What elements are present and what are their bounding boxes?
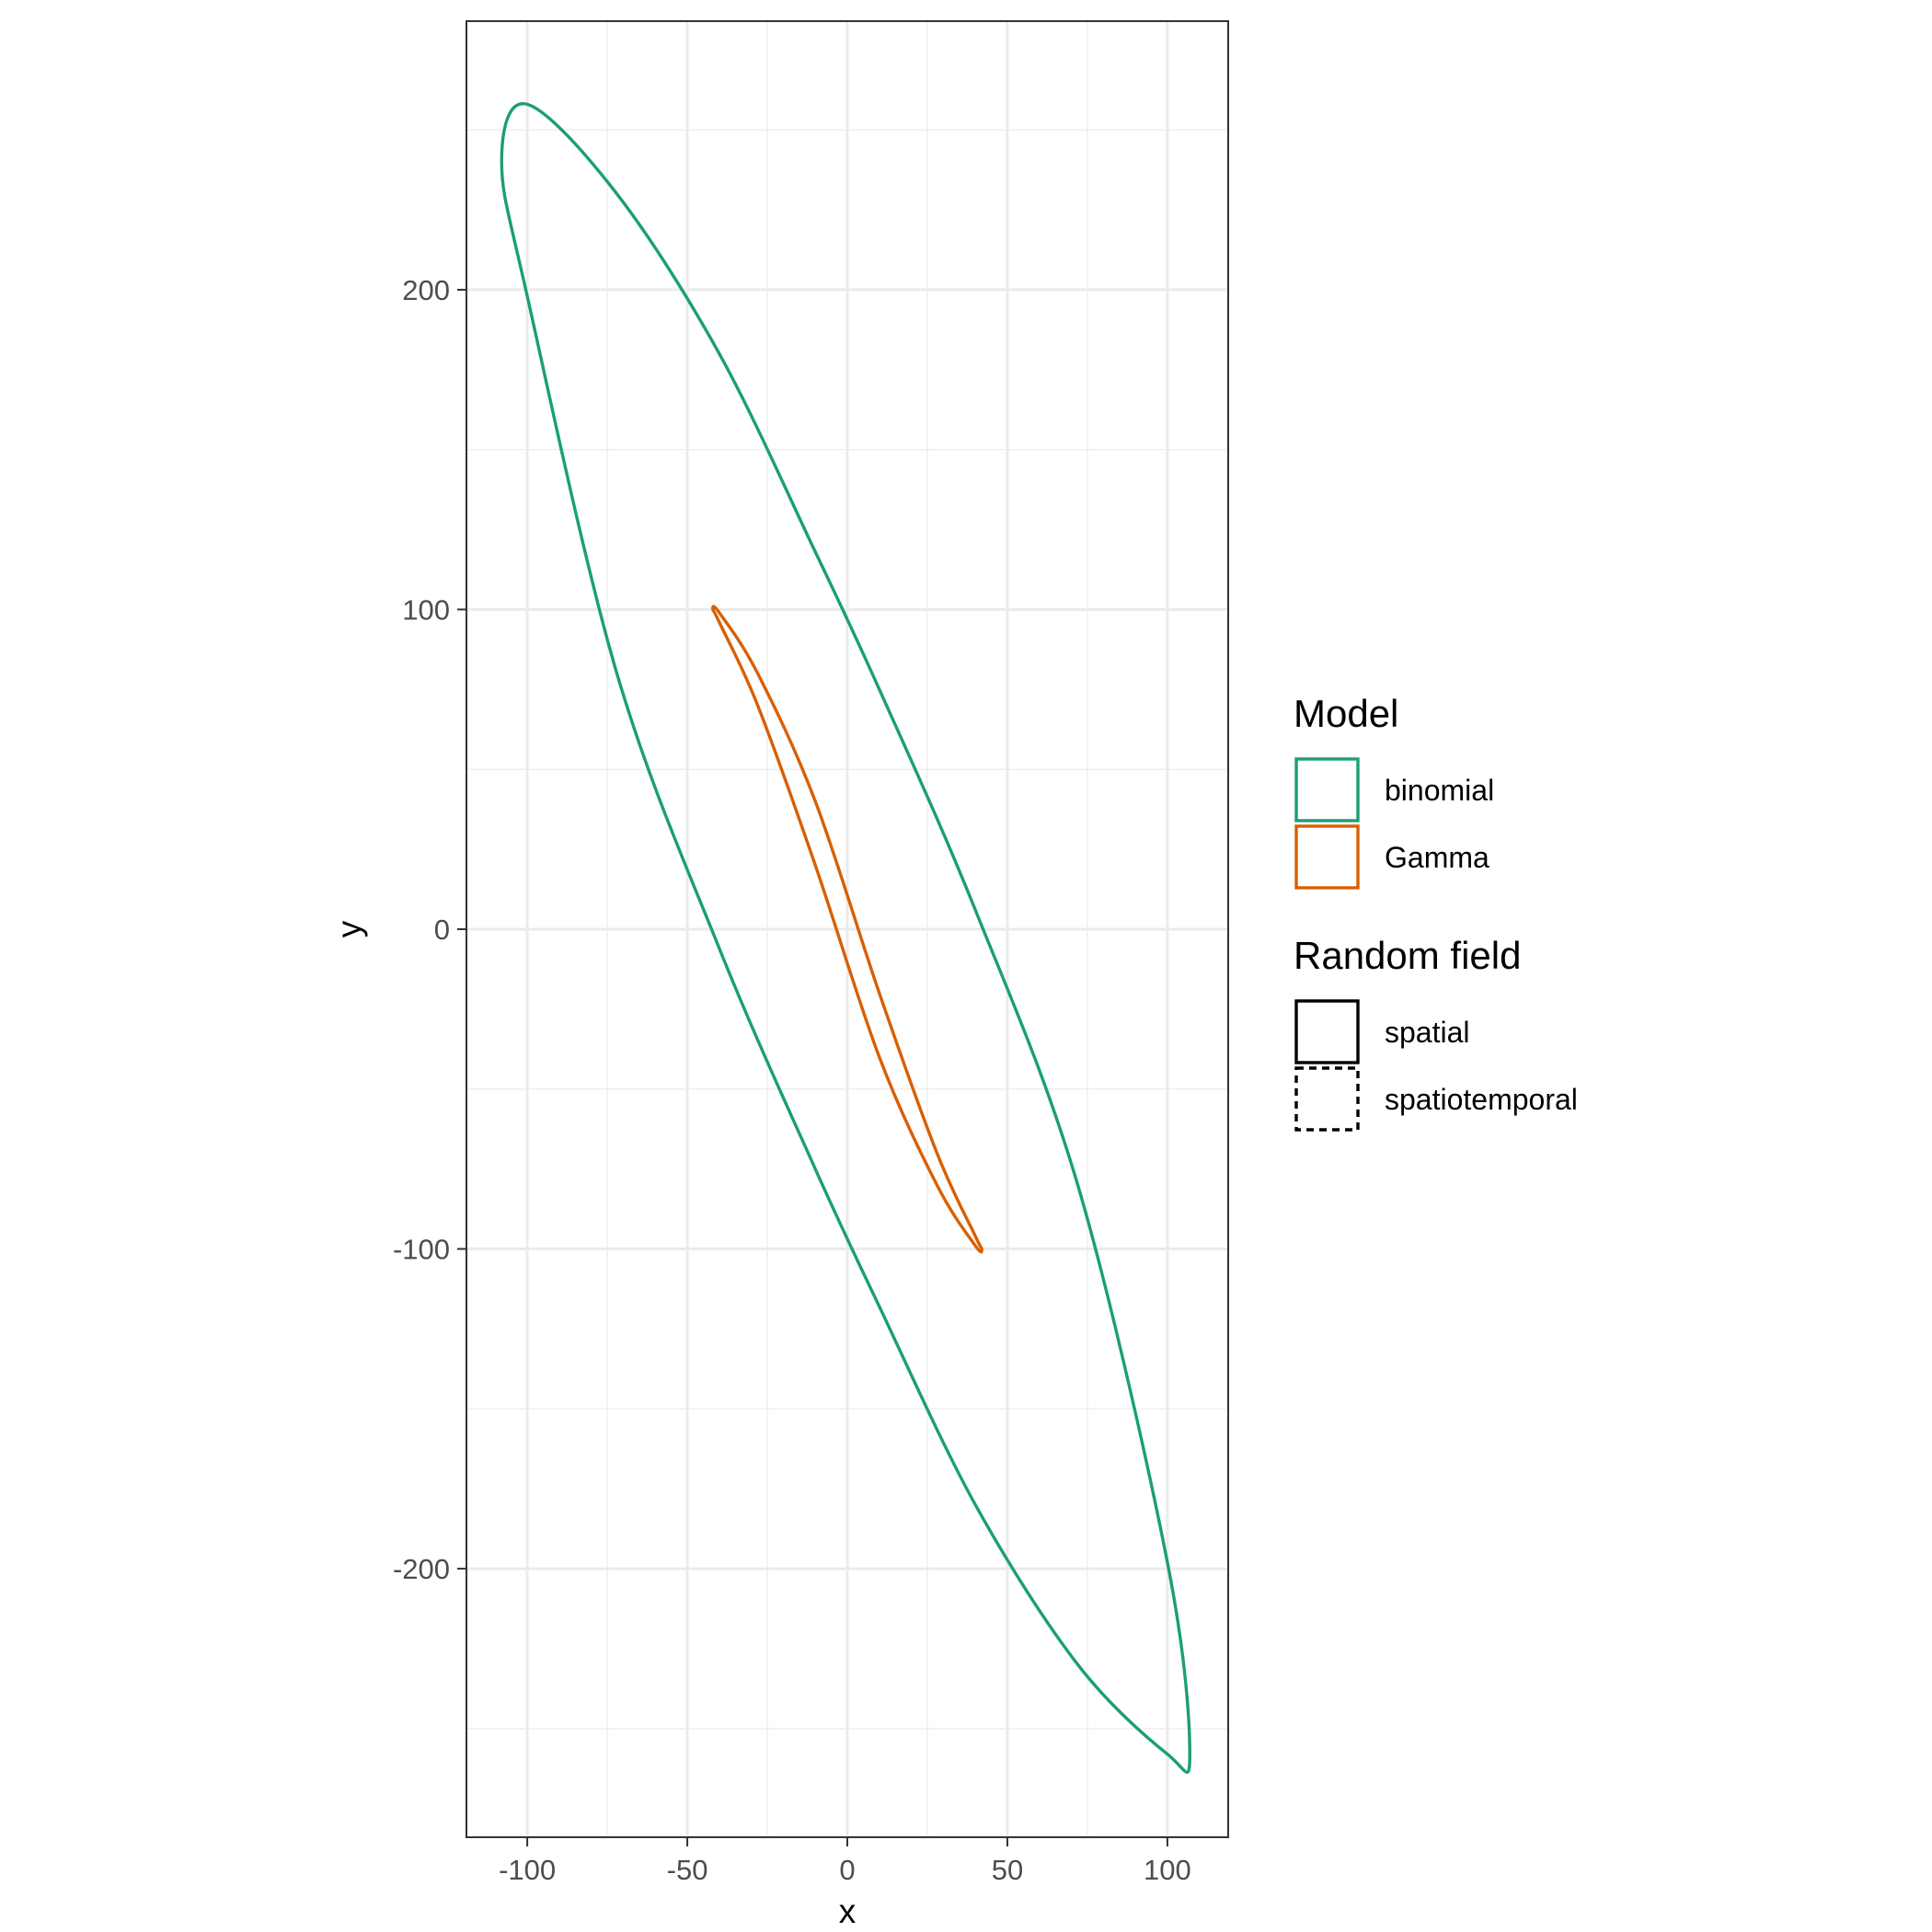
- legend-label-gamma: Gamma: [1385, 841, 1489, 874]
- grid-major: [466, 21, 1228, 1837]
- y-tick-label: 200: [402, 274, 450, 306]
- y-axis: -200 -100 0 100 200: [393, 274, 466, 1585]
- x-tick-label: 50: [992, 1854, 1023, 1886]
- series-binomial-line: [500, 102, 1191, 1774]
- legend-title: Random field: [1294, 934, 1521, 977]
- x-tick-label: -50: [667, 1854, 708, 1886]
- x-tick-label: 0: [839, 1854, 855, 1886]
- y-axis-title: y: [330, 920, 368, 937]
- legend-label-spatial: spatial: [1385, 1016, 1470, 1049]
- y-tick-label: 0: [434, 914, 450, 946]
- x-tick-label: -100: [499, 1854, 556, 1886]
- series-gamma-line: [711, 604, 983, 1254]
- x-axis: -100 -50 0 50 100: [499, 1837, 1191, 1886]
- legend-label-spatiotemporal: spatiotemporal: [1385, 1083, 1578, 1116]
- legend-key-spatiotemporal: [1294, 1066, 1360, 1132]
- y-tick-label: -200: [393, 1553, 450, 1585]
- series-layer: [500, 102, 1191, 1774]
- y-tick-label: 100: [402, 593, 450, 626]
- legend-key-binomial: [1294, 757, 1360, 822]
- legend: Model binomial Gamma Random field spatial spa…: [1294, 692, 1578, 1132]
- legend-key-gamma: [1294, 824, 1360, 890]
- legend-title: Model: [1294, 692, 1398, 735]
- legend-label-binomial: binomial: [1385, 774, 1494, 807]
- x-tick-label: 100: [1144, 1854, 1191, 1886]
- x-axis-title: x: [839, 1892, 857, 1930]
- legend-key-spatial: [1294, 999, 1360, 1064]
- y-tick-label: -100: [393, 1234, 450, 1266]
